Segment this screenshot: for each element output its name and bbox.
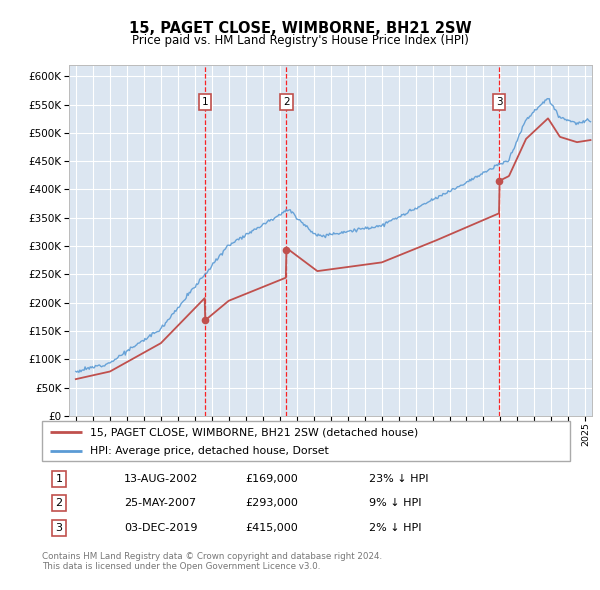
Text: 23% ↓ HPI: 23% ↓ HPI xyxy=(370,474,429,484)
Text: 15, PAGET CLOSE, WIMBORNE, BH21 2SW (detached house): 15, PAGET CLOSE, WIMBORNE, BH21 2SW (det… xyxy=(89,427,418,437)
Text: This data is licensed under the Open Government Licence v3.0.: This data is licensed under the Open Gov… xyxy=(42,562,320,571)
FancyBboxPatch shape xyxy=(42,421,570,461)
Text: 1: 1 xyxy=(55,474,62,484)
Text: 2: 2 xyxy=(283,97,290,107)
Text: Contains HM Land Registry data © Crown copyright and database right 2024.: Contains HM Land Registry data © Crown c… xyxy=(42,552,382,561)
Text: 9% ↓ HPI: 9% ↓ HPI xyxy=(370,499,422,508)
Text: 13-AUG-2002: 13-AUG-2002 xyxy=(124,474,198,484)
Text: 1: 1 xyxy=(202,97,209,107)
Text: £415,000: £415,000 xyxy=(245,523,298,533)
Text: 2% ↓ HPI: 2% ↓ HPI xyxy=(370,523,422,533)
Text: Price paid vs. HM Land Registry's House Price Index (HPI): Price paid vs. HM Land Registry's House … xyxy=(131,34,469,47)
Text: 3: 3 xyxy=(55,523,62,533)
Text: 2: 2 xyxy=(55,499,62,508)
Text: £169,000: £169,000 xyxy=(245,474,298,484)
Text: 15, PAGET CLOSE, WIMBORNE, BH21 2SW: 15, PAGET CLOSE, WIMBORNE, BH21 2SW xyxy=(128,21,472,36)
Text: 25-MAY-2007: 25-MAY-2007 xyxy=(124,499,196,508)
Text: HPI: Average price, detached house, Dorset: HPI: Average price, detached house, Dors… xyxy=(89,445,328,455)
Text: £293,000: £293,000 xyxy=(245,499,298,508)
Text: 3: 3 xyxy=(496,97,502,107)
Text: 03-DEC-2019: 03-DEC-2019 xyxy=(124,523,197,533)
